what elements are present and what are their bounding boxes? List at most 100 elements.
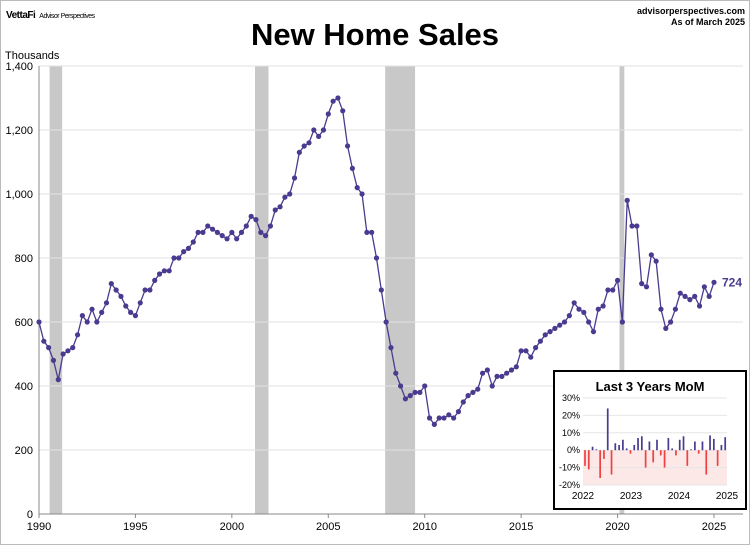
data-point xyxy=(692,293,698,299)
data-point xyxy=(99,309,105,315)
data-point xyxy=(446,412,452,418)
inset-bar xyxy=(659,450,662,456)
data-point xyxy=(60,351,66,357)
data-point xyxy=(561,319,568,325)
data-point xyxy=(494,373,500,379)
data-point xyxy=(253,217,259,223)
data-point xyxy=(320,127,327,133)
data-point xyxy=(537,338,544,344)
data-point xyxy=(41,338,47,344)
data-point xyxy=(373,255,380,261)
recession-band xyxy=(619,66,625,514)
data-point xyxy=(431,421,437,427)
y-tick-label: 0 xyxy=(27,509,33,521)
data-point xyxy=(581,309,587,315)
data-point xyxy=(94,319,100,325)
data-point xyxy=(128,309,134,315)
data-point xyxy=(605,287,611,293)
data-point xyxy=(402,396,409,402)
inset-bar xyxy=(678,439,681,451)
data-point xyxy=(528,354,534,360)
x-tick-label: 1995 xyxy=(123,521,147,533)
inset-bar xyxy=(720,444,723,451)
data-point xyxy=(518,348,524,354)
data-point xyxy=(465,393,471,399)
inset-bar xyxy=(599,450,601,479)
data-point xyxy=(50,357,57,363)
inset-bar xyxy=(644,450,647,468)
inset-bar xyxy=(701,441,704,451)
data-point xyxy=(277,204,283,210)
data-point xyxy=(566,313,572,319)
inset-bar xyxy=(663,450,666,468)
data-point xyxy=(282,194,288,200)
x-tick-label: 2005 xyxy=(316,521,340,533)
inset-bar xyxy=(690,449,692,451)
data-point xyxy=(364,229,370,235)
data-point xyxy=(229,229,235,235)
data-point xyxy=(682,293,688,299)
inset-bar xyxy=(705,450,708,475)
data-point xyxy=(451,415,457,421)
inset-x-tick-label: 2025 xyxy=(716,491,739,502)
data-point xyxy=(349,165,355,171)
data-point xyxy=(711,279,717,285)
data-point xyxy=(672,306,679,312)
x-tick-label: 2010 xyxy=(412,521,436,533)
x-tick-label: 1990 xyxy=(27,521,51,533)
data-point xyxy=(590,329,597,335)
inset-bar xyxy=(716,450,719,466)
inset-y-tick-label: -20% xyxy=(559,480,580,490)
data-point xyxy=(479,370,486,376)
data-point xyxy=(152,277,158,283)
inset-title: Last 3 Years MoM xyxy=(596,379,705,394)
data-point xyxy=(118,293,124,299)
data-point xyxy=(248,213,254,219)
recession-band xyxy=(255,66,269,514)
data-point xyxy=(663,325,669,331)
data-point xyxy=(677,290,683,296)
last-value-label: 724 xyxy=(722,275,742,289)
data-point xyxy=(619,319,625,325)
logo-text: VettaFi xyxy=(6,10,36,21)
data-point xyxy=(171,255,177,261)
data-point xyxy=(161,268,167,274)
source-url: advisorperspectives.com xyxy=(636,6,745,16)
inset-bar xyxy=(629,450,632,454)
x-tick-label: 2020 xyxy=(605,521,629,533)
data-point xyxy=(407,393,413,399)
data-point xyxy=(687,297,693,303)
data-point xyxy=(195,229,201,235)
inset-y-tick-label: 10% xyxy=(562,428,580,438)
data-point xyxy=(668,319,674,325)
data-point xyxy=(137,300,143,306)
inset-bar xyxy=(633,444,636,451)
data-point xyxy=(296,149,302,155)
data-point xyxy=(552,325,558,331)
inset-bar xyxy=(656,439,658,451)
data-point xyxy=(181,249,187,255)
data-point xyxy=(311,127,317,133)
data-point xyxy=(455,409,462,415)
inset-bar xyxy=(603,450,605,459)
inset-y-tick-label: -10% xyxy=(559,463,580,473)
data-point xyxy=(489,383,495,389)
data-point xyxy=(571,300,577,306)
data-point xyxy=(55,377,61,383)
data-point xyxy=(547,329,553,335)
data-point xyxy=(614,277,621,283)
x-tick-label: 2025 xyxy=(702,521,726,533)
data-point xyxy=(696,303,703,309)
data-point xyxy=(460,399,466,405)
data-point xyxy=(219,233,225,239)
data-point xyxy=(185,245,192,251)
data-point xyxy=(224,236,230,242)
as-of-date: As of March 2025 xyxy=(670,17,745,27)
inset-chart: Last 3 Years MoM 30% 20% 10% 0% -10% -20%2022 2… xyxy=(553,370,747,510)
data-point xyxy=(629,223,635,229)
data-point xyxy=(330,98,336,104)
inset-bar xyxy=(614,443,617,451)
data-point xyxy=(658,306,664,312)
